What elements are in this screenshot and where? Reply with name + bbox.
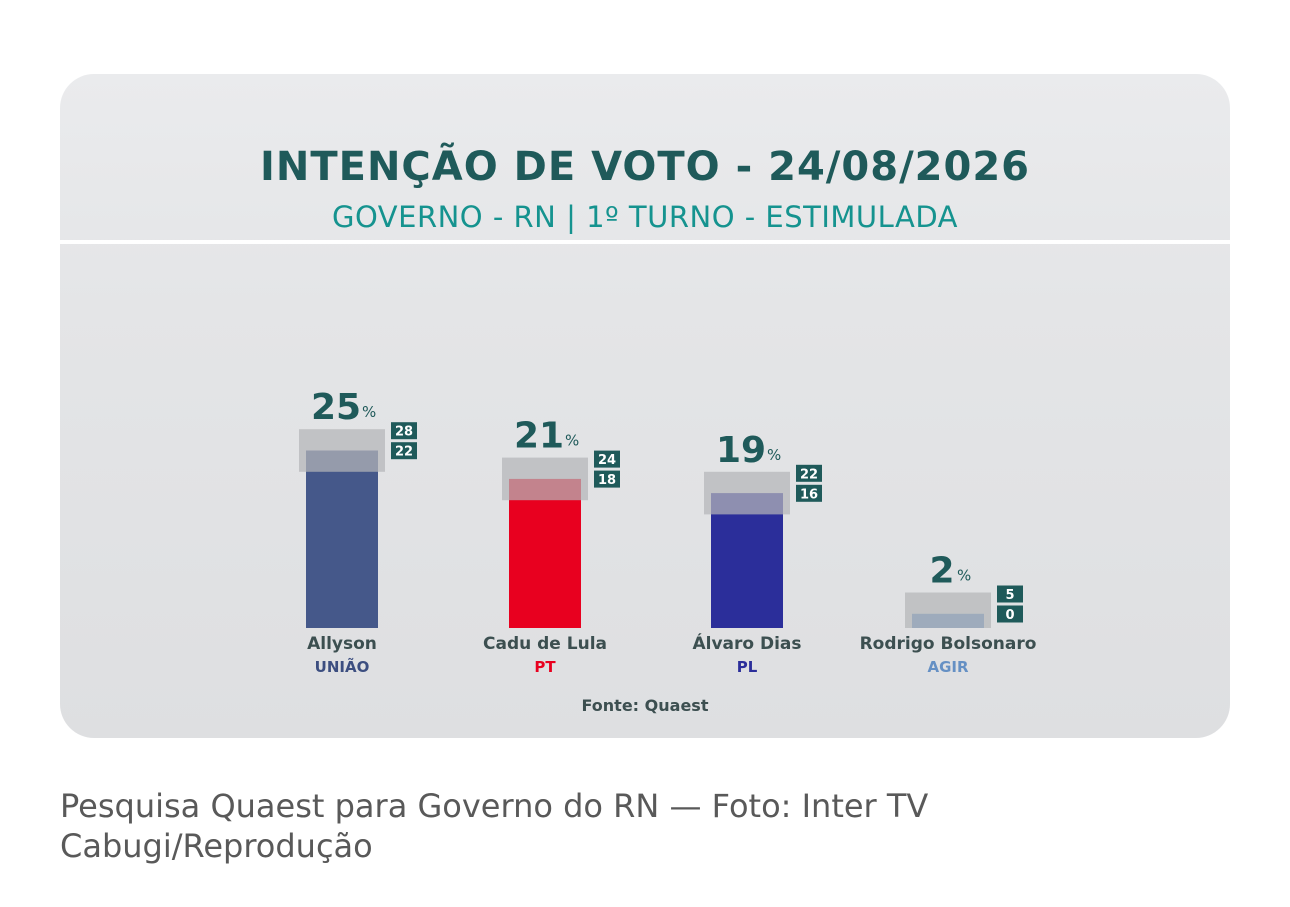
margin-high-badge-alvaro-dias bbox=[796, 464, 822, 482]
margin-high-badge-rodrigo-bolsonaro bbox=[997, 585, 1023, 603]
margin-high-label-allyson: 28 bbox=[395, 425, 413, 440]
bar-allyson bbox=[306, 450, 378, 628]
margin-high-label-rodrigo-bolsonaro: 5 bbox=[1005, 588, 1014, 603]
margin-band-allyson bbox=[299, 429, 385, 472]
category-label-cadu-de-lula: Cadu de Lula bbox=[483, 634, 607, 654]
chart-card: INTENÇÃO DE VOTO - 24/08/2026 GOVERNO - … bbox=[60, 74, 1230, 738]
margin-low-badge-allyson bbox=[391, 442, 417, 460]
bar-cadu-de-lula bbox=[509, 478, 581, 628]
margin-low-badge-rodrigo-bolsonaro bbox=[997, 605, 1023, 623]
margin-low-label-allyson: 22 bbox=[395, 445, 413, 460]
margin-low-label-alvaro-dias: 16 bbox=[800, 487, 818, 502]
margin-low-badge-alvaro-dias bbox=[796, 484, 822, 502]
party-label-alvaro-dias: PL bbox=[737, 658, 758, 676]
margin-high-badge-allyson bbox=[391, 422, 417, 440]
value-label-cadu-de-lula: 21 bbox=[514, 416, 564, 457]
category-label-alvaro-dias: Álvaro Dias bbox=[692, 632, 801, 654]
value-label-alvaro-dias: 19 bbox=[716, 430, 766, 471]
margin-high-label-cadu-de-lula: 24 bbox=[598, 453, 616, 468]
bar-alvaro-dias bbox=[711, 493, 783, 628]
margin-low-label-cadu-de-lula: 18 bbox=[598, 473, 616, 488]
chart-source: Fonte: Quaest bbox=[581, 696, 709, 715]
margin-low-badge-cadu-de-lula bbox=[594, 470, 620, 488]
margin-low-label-rodrigo-bolsonaro: 0 bbox=[1005, 608, 1014, 623]
image-caption: Pesquisa Quaest para Governo do RN — Fot… bbox=[60, 787, 929, 865]
category-label-rodrigo-bolsonaro: Rodrigo Bolsonaro bbox=[860, 634, 1037, 654]
percent-sign-rodrigo-bolsonaro: % bbox=[957, 567, 971, 585]
percent-sign-allyson: % bbox=[362, 403, 376, 421]
margin-band-cadu-de-lula bbox=[502, 457, 588, 501]
party-label-cadu-de-lula: PT bbox=[534, 658, 556, 676]
chart-title: INTENÇÃO DE VOTO - 24/08/2026 bbox=[259, 144, 1030, 190]
value-label-allyson: 25 bbox=[311, 387, 361, 428]
chart-subtitle: GOVERNO - RN | 1º TURNO - ESTIMULADA bbox=[332, 200, 958, 234]
percent-sign-cadu-de-lula: % bbox=[565, 432, 579, 450]
percent-sign-alvaro-dias: % bbox=[767, 446, 781, 464]
title-divider bbox=[60, 240, 1230, 244]
margin-high-label-alvaro-dias: 22 bbox=[800, 467, 818, 482]
party-label-allyson: UNIÃO bbox=[315, 657, 370, 676]
margin-band-alvaro-dias bbox=[704, 471, 790, 515]
margin-high-badge-cadu-de-lula bbox=[594, 450, 620, 468]
value-label-rodrigo-bolsonaro: 2 bbox=[929, 551, 954, 592]
category-label-allyson: Allyson bbox=[307, 634, 377, 654]
margin-band-rodrigo-bolsonaro bbox=[905, 592, 991, 628]
party-label-rodrigo-bolsonaro: AGIR bbox=[927, 658, 969, 676]
